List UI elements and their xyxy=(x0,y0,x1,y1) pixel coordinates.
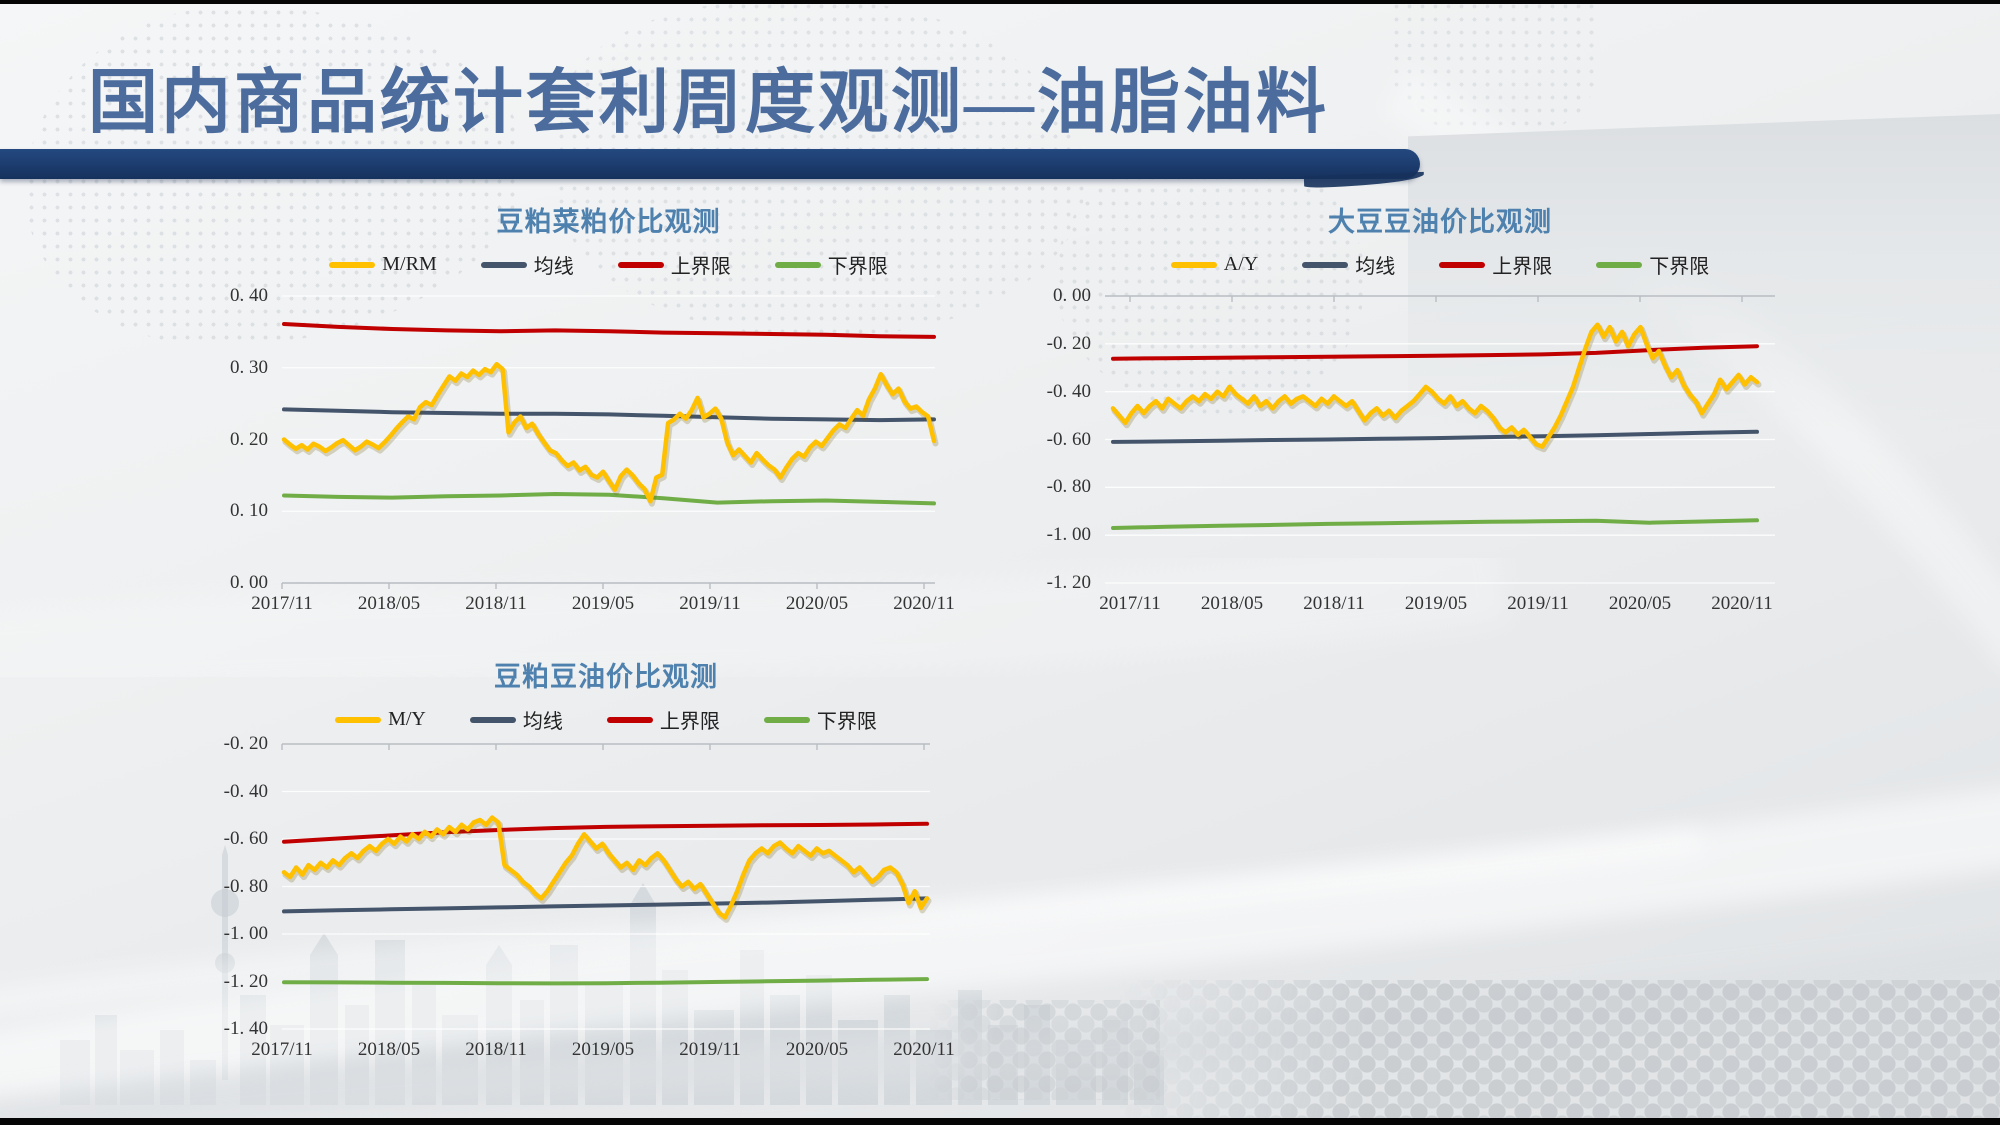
legend-item: 上界限 xyxy=(617,250,731,279)
legend-label: A/Y xyxy=(1223,253,1259,275)
legend-label: 下界限 xyxy=(827,256,888,278)
series-line-下界限 xyxy=(1111,518,1759,530)
legend-label: 均线 xyxy=(522,711,563,733)
legend-swatch-icon xyxy=(606,716,653,723)
y-tick-label: -0. 80 xyxy=(1046,476,1091,498)
legend-swatch-icon xyxy=(329,261,376,268)
series-line-下界限 xyxy=(282,977,929,986)
series-line-均线 xyxy=(1111,429,1759,444)
bottom-edge-bar xyxy=(0,1118,2000,1125)
legend-item: M/RM xyxy=(329,253,437,276)
y-tick-label: 0. 10 xyxy=(230,500,268,522)
legend-label: 均线 xyxy=(533,256,574,278)
legend-item: 下界限 xyxy=(774,250,888,279)
y-tick-label: 0. 30 xyxy=(230,356,268,378)
y-tick-label: -0. 60 xyxy=(1046,428,1091,450)
title-ribbon xyxy=(0,149,1420,179)
legend-item: 下界限 xyxy=(763,705,877,734)
legend-label: 上界限 xyxy=(659,711,720,733)
chart-plot xyxy=(1105,295,1775,584)
series-line-A/Y xyxy=(1110,322,1760,449)
y-tick-label: -0. 20 xyxy=(223,733,268,754)
legend-swatch-icon xyxy=(1302,261,1349,268)
y-tick-label: -0. 40 xyxy=(1046,380,1091,402)
top-edge-bar xyxy=(0,0,2000,4)
legend-swatch-icon xyxy=(774,261,821,268)
legend-label: M/Y xyxy=(388,708,426,730)
honeycomb-dots-pattern xyxy=(1120,980,2000,1120)
series-line-上界限 xyxy=(282,322,936,339)
y-tick-label: 0. 40 xyxy=(230,285,268,306)
legend-item: 均线 xyxy=(469,705,563,734)
series-line-均线 xyxy=(282,896,929,914)
legend-item: 均线 xyxy=(480,250,574,279)
legend-swatch-icon xyxy=(617,261,664,268)
series-line-均线 xyxy=(282,407,936,423)
legend-label: M/RM xyxy=(382,253,437,275)
legend-item: M/Y xyxy=(335,708,426,731)
chart-legend: M/RM 均线 上界限 下界限 xyxy=(282,250,935,279)
chart-legend: M/Y 均线 上界限 下界限 xyxy=(282,705,930,734)
legend-item: 上界限 xyxy=(606,705,720,734)
legend-label: 上界限 xyxy=(670,256,731,278)
chart-title: 豆粕菜粕价比观测 xyxy=(496,207,721,237)
series-line-下界限 xyxy=(282,492,936,506)
slide-title: 国内商品统计套利周度观测—油脂油料 xyxy=(88,65,1329,142)
y-tick-label: 0. 20 xyxy=(230,428,268,450)
y-tick-label: 0. 00 xyxy=(1053,285,1091,306)
chart-soymeal-rapemeal-ratio: 豆粕菜粕价比观测 M/RM 均线 上界限 下界限 0. 40 0. 30 0. 20 0. … xyxy=(150,190,970,620)
world-map-dots-pattern xyxy=(1390,0,1595,140)
chart-plot xyxy=(281,295,939,589)
chart-plot xyxy=(281,743,932,1030)
legend-swatch-icon xyxy=(335,716,382,723)
legend-swatch-icon xyxy=(763,716,810,723)
legend-item: A/Y xyxy=(1170,253,1259,276)
legend-swatch-icon xyxy=(1170,261,1217,268)
legend-swatch-icon xyxy=(480,261,527,268)
chart-soybean-soyoil-ratio: 大豆豆油价比观测 A/Y 均线 上界限 下界限 0. 00 -0. 20 -0. 40 -0… xyxy=(1000,190,1820,620)
chart-soymeal-soyoil-ratio: 豆粕豆油价比观测 M/Y 均线 上界限 下界限 -0. 20 -0. 40 -0. 60-… xyxy=(150,645,970,1075)
series-line-M/RM xyxy=(281,361,937,504)
y-tick-label: -0. 20 xyxy=(1046,332,1091,354)
legend-label: 下界限 xyxy=(816,711,877,733)
legend-swatch-icon xyxy=(469,716,516,723)
